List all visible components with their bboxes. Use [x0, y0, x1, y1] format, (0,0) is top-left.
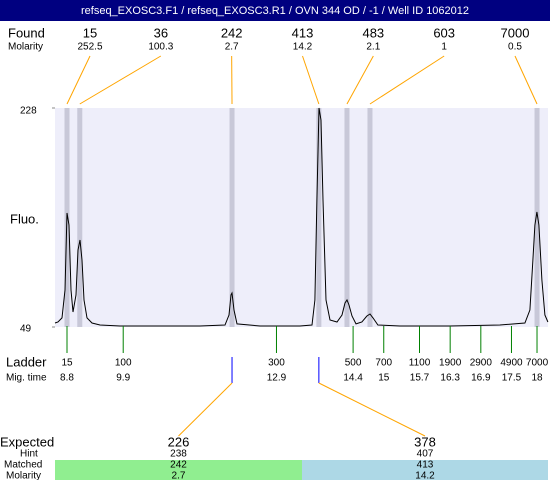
title-bar [0, 0, 550, 21]
found-size: 242 [221, 25, 243, 40]
found-connector [66, 55, 91, 105]
ladder-label: Ladder [6, 354, 47, 369]
hint-value: 407 [417, 449, 434, 460]
molarity-label: Molarity [8, 42, 43, 53]
ladder-time: 18 [531, 373, 543, 384]
ladder-size: 1100 [409, 358, 431, 369]
expected-size: 378 [414, 434, 436, 449]
ladder-size: 100 [115, 358, 132, 369]
found-size: 483 [362, 25, 384, 40]
molarity-label: Molarity [6, 471, 41, 480]
found-size: 413 [292, 25, 314, 40]
found-molarity: 14.2 [293, 42, 313, 53]
chart-title: refseq_EXOSC3.F1 / refseq_EXOSC3.R1 / OV… [81, 5, 469, 17]
found-size: 36 [154, 25, 168, 40]
found-label: Found [8, 25, 45, 40]
found-size: 7000 [501, 25, 530, 40]
found-connector [369, 55, 445, 105]
peak-band [316, 108, 322, 327]
y-tick-label: 49 [20, 324, 32, 335]
ladder-time: 15 [378, 373, 390, 384]
ladder-time: 8.8 [60, 373, 74, 384]
matched-band [302, 460, 548, 480]
expected-label: Expected [0, 434, 54, 449]
found-size: 15 [83, 25, 97, 40]
ladder-size: 15 [61, 358, 73, 369]
ladder-size: 300 [268, 358, 285, 369]
mig-time-label: Mig. time [6, 373, 47, 384]
found-molarity: 100.3 [148, 42, 173, 53]
found-molarity: 1 [441, 42, 447, 53]
expected-size: 226 [168, 434, 190, 449]
found-molarity: 2.7 [225, 42, 239, 53]
ladder-time: 16.3 [440, 373, 460, 384]
expected-connector [178, 382, 233, 437]
peak-band [367, 108, 373, 327]
ladder-size: 4900 [500, 358, 523, 369]
trace [54, 107, 549, 327]
peak-band [534, 108, 540, 327]
ladder-size: 2900 [470, 358, 493, 369]
found-connector [302, 55, 320, 105]
ladder-size: 700 [375, 358, 392, 369]
y-axis-label: Fluo. [10, 211, 39, 226]
peak-band [344, 108, 350, 327]
found-molarity: 0.5 [508, 42, 522, 53]
found-size: 603 [433, 25, 455, 40]
peak-band [229, 108, 235, 327]
plot-area [55, 108, 548, 327]
ladder-size: 1900 [439, 358, 462, 369]
ladder-time: 9.9 [116, 373, 130, 384]
y-tick-label: 228 [20, 106, 37, 117]
matched-value: 242 [170, 460, 187, 471]
matched-value: 413 [417, 460, 434, 471]
ladder-size: 7000 [526, 358, 549, 369]
ladder-time: 14.4 [343, 373, 363, 384]
expected-connector [318, 382, 426, 437]
ladder-time: 16.9 [471, 373, 491, 384]
found-molarity: 252.5 [77, 42, 102, 53]
ladder-size: 500 [345, 358, 362, 369]
hint-value: 238 [170, 449, 187, 460]
peak-band [77, 108, 83, 327]
matched-label: Matched [4, 460, 42, 471]
molarity-value: 2.7 [172, 471, 186, 480]
found-molarity: 2.1 [366, 42, 380, 53]
ladder-time: 15.7 [410, 373, 430, 384]
ladder-time: 12.9 [267, 373, 287, 384]
ladder-time: 17.5 [502, 373, 522, 384]
molarity-value: 14.2 [415, 471, 435, 480]
found-connector [79, 55, 162, 105]
found-connector [346, 55, 374, 105]
matched-band [55, 460, 302, 480]
hint-label: Hint [20, 449, 38, 460]
found-connector [514, 55, 538, 105]
